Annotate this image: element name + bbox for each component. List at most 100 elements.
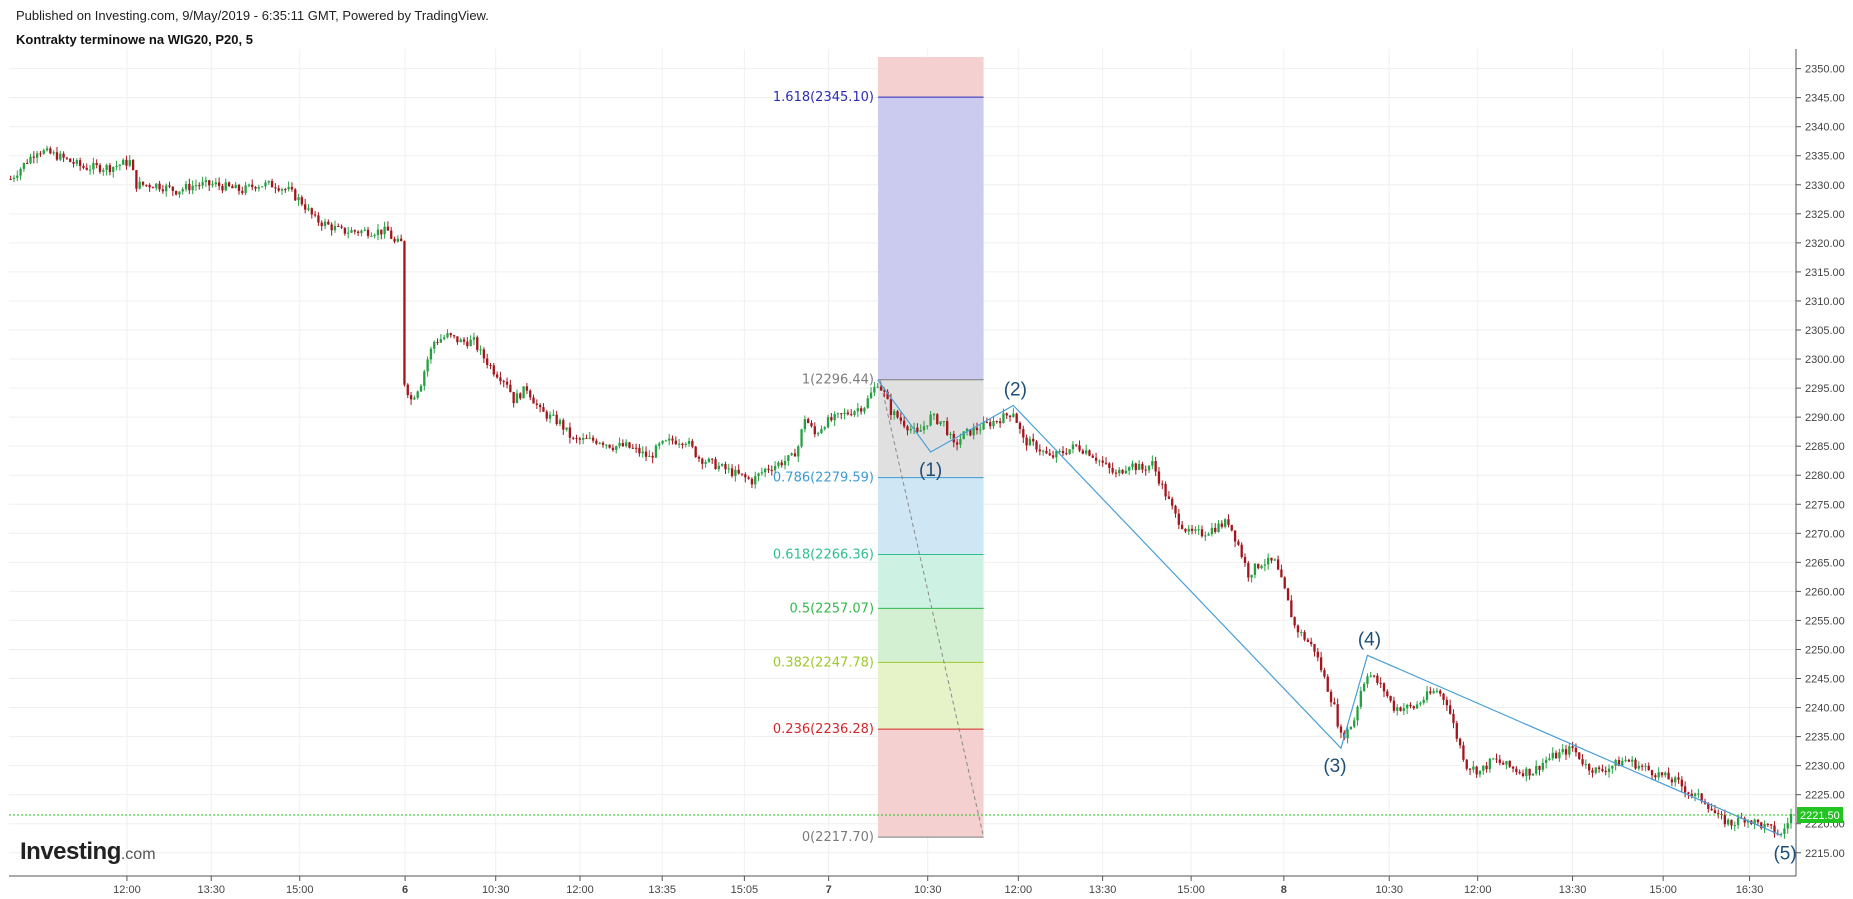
- candle-body: [1101, 460, 1104, 463]
- candle-body: [992, 421, 995, 427]
- candle-body: [1419, 702, 1422, 705]
- candle-body: [532, 397, 535, 404]
- candle-body: [201, 182, 204, 186]
- candle-body: [846, 412, 850, 415]
- candle-body: [1022, 429, 1025, 438]
- candle-body: [366, 229, 370, 236]
- candle-body: [1055, 451, 1058, 458]
- candle-body: [317, 215, 320, 223]
- candle-body: [568, 427, 572, 438]
- candle-body: [399, 238, 403, 242]
- candle-body: [952, 433, 955, 443]
- x-tick-label: 16:30: [1736, 884, 1764, 896]
- candle-body: [899, 417, 903, 421]
- candle-body: [505, 381, 509, 385]
- candle-body: [214, 182, 217, 185]
- candle-body: [416, 391, 419, 398]
- fib-band: [878, 379, 984, 478]
- candle-body: [664, 440, 668, 442]
- candle-body: [274, 187, 277, 189]
- candle-body: [575, 437, 578, 439]
- candle-body: [1336, 704, 1339, 727]
- candle-body: [472, 337, 476, 340]
- instrument-title: Kontrakty terminowe na WIG20, P20, 5: [16, 32, 253, 47]
- candle-body: [1051, 455, 1055, 458]
- candle-body: [92, 163, 95, 170]
- candle-body: [975, 427, 979, 431]
- candle-body: [552, 414, 555, 416]
- candle-body: [1442, 693, 1445, 700]
- candle-body: [1508, 761, 1511, 767]
- candle-body: [863, 407, 866, 412]
- candle-body: [704, 462, 707, 464]
- candle-body: [35, 153, 39, 158]
- candle-body: [327, 221, 330, 225]
- candle-body: [1541, 762, 1544, 770]
- y-tick-label: 2230.00: [1805, 761, 1845, 773]
- candle-body: [1061, 450, 1065, 454]
- candle-body: [1425, 691, 1429, 700]
- candle-body: [535, 403, 538, 405]
- candle-body: [1108, 463, 1111, 469]
- candle-body: [429, 348, 433, 360]
- candle-body: [1065, 453, 1068, 455]
- candle-body: [1475, 766, 1478, 775]
- candle-body: [545, 411, 548, 419]
- candle-body: [1151, 461, 1154, 466]
- candle-body: [353, 230, 356, 232]
- candle-body: [499, 377, 502, 382]
- wave-path[interactable]: [877, 379, 1782, 836]
- candle-body: [1157, 471, 1161, 484]
- candle-body: [697, 456, 701, 459]
- candle-body: [1597, 767, 1601, 770]
- candle-body: [1028, 438, 1032, 446]
- candle-body: [290, 187, 294, 190]
- candle-body: [658, 443, 661, 446]
- candle-body: [1406, 704, 1409, 709]
- candle-body: [1488, 758, 1492, 770]
- candle-body: [320, 222, 323, 227]
- candle-body: [793, 453, 797, 457]
- candle-body: [995, 421, 998, 423]
- y-tick-label: 2290.00: [1805, 412, 1845, 424]
- candle-body: [985, 421, 989, 423]
- candle-body: [257, 187, 261, 189]
- candle-body: [270, 181, 274, 188]
- candle-body: [1187, 528, 1190, 532]
- candle-body: [929, 414, 932, 426]
- candle-body: [254, 187, 257, 189]
- candle-body: [750, 478, 754, 485]
- candle-body: [572, 437, 575, 439]
- candle-body: [1720, 813, 1723, 815]
- elliott-wave[interactable]: (1) (2) (3) (4) (5): [877, 379, 1797, 865]
- candle-body: [495, 374, 499, 378]
- candle-body: [783, 460, 787, 466]
- candle-body: [727, 468, 730, 470]
- candle-body: [1664, 772, 1667, 776]
- candle-body: [1564, 749, 1568, 755]
- fibonacci-retracement[interactable]: 1.618(2345.10) 1(2296.44) 0.786(2279.59) 0.…: [773, 57, 985, 845]
- fib-level-label: 0.786(2279.59): [773, 471, 874, 486]
- candle-body: [717, 465, 720, 470]
- candle-body: [770, 469, 773, 471]
- candle-body: [674, 440, 677, 445]
- candle-body: [1290, 600, 1293, 618]
- y-tick-label: 2340.00: [1805, 122, 1845, 134]
- candle-body: [486, 358, 489, 366]
- candle-body: [1429, 691, 1432, 694]
- candle-body: [337, 225, 340, 227]
- candle-body: [1561, 749, 1564, 753]
- candle-body: [462, 339, 466, 342]
- candle-body: [1356, 706, 1359, 721]
- candle-body: [178, 191, 181, 195]
- candle-body: [1511, 766, 1515, 769]
- candle-body: [1286, 588, 1290, 601]
- candle-body: [1058, 450, 1061, 452]
- candle-body: [790, 453, 793, 456]
- candle-body: [701, 458, 704, 464]
- candle-body: [128, 160, 131, 166]
- candle-body: [548, 414, 552, 419]
- candle-body: [155, 183, 158, 189]
- x-tick-label: 12:00: [1464, 884, 1492, 896]
